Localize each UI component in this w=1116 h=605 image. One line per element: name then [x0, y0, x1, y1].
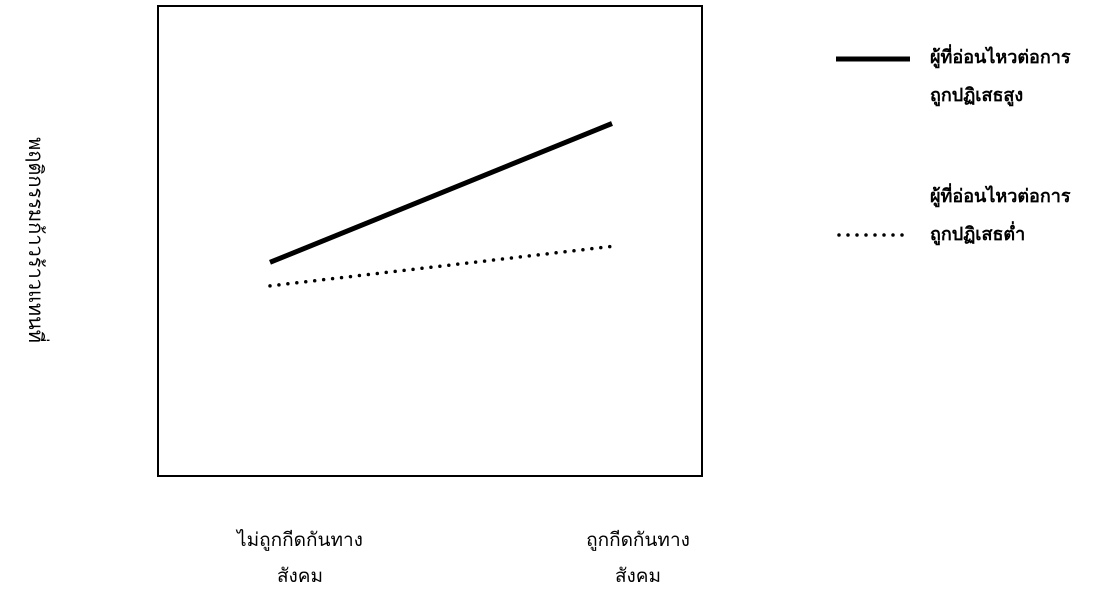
legend-label-high-line-2: ถูกปฏิเสธสูง	[930, 85, 1024, 106]
legend-label-high-line-1: ผู้ที่อ่อนไหวต่อการ	[930, 47, 1071, 68]
plot-frame	[157, 5, 703, 477]
legend-label-low-line-2: ถูกปฏิเสธต่ำ	[930, 224, 1026, 245]
series-line-low	[268, 244, 614, 288]
y-axis-label: พฤติกรรมก้าวร้าวแทนที่	[24, 137, 48, 343]
x-tick-label-1: ถูกกีดกันทาง สังคม	[538, 522, 738, 594]
x-tick-label-0-line-2: สังคม	[276, 565, 324, 587]
legend-layer	[836, 56, 912, 237]
series-layer	[268, 121, 614, 288]
x-tick-label-1-line-1: ถูกกีดกันทาง	[586, 529, 690, 551]
series-line-high	[269, 121, 613, 265]
x-tick-label-0: ไม่ถูกกีดกันทาง สังคม	[200, 522, 400, 594]
legend-label-low-line-1: ผู้ที่อ่อนไหวต่อการ	[930, 186, 1071, 207]
legend-label-high: ผู้ที่อ่อนไหวต่อการ ถูกปฏิเสธสูง	[930, 39, 1071, 115]
x-tick-label-0-line-1: ไม่ถูกกีดกันทาง	[237, 529, 363, 551]
x-tick-label-1-line-2: สังคม	[614, 565, 662, 587]
legend-label-low: ผู้ที่อ่อนไหวต่อการ ถูกปฏิเสธต่ำ	[930, 178, 1071, 254]
